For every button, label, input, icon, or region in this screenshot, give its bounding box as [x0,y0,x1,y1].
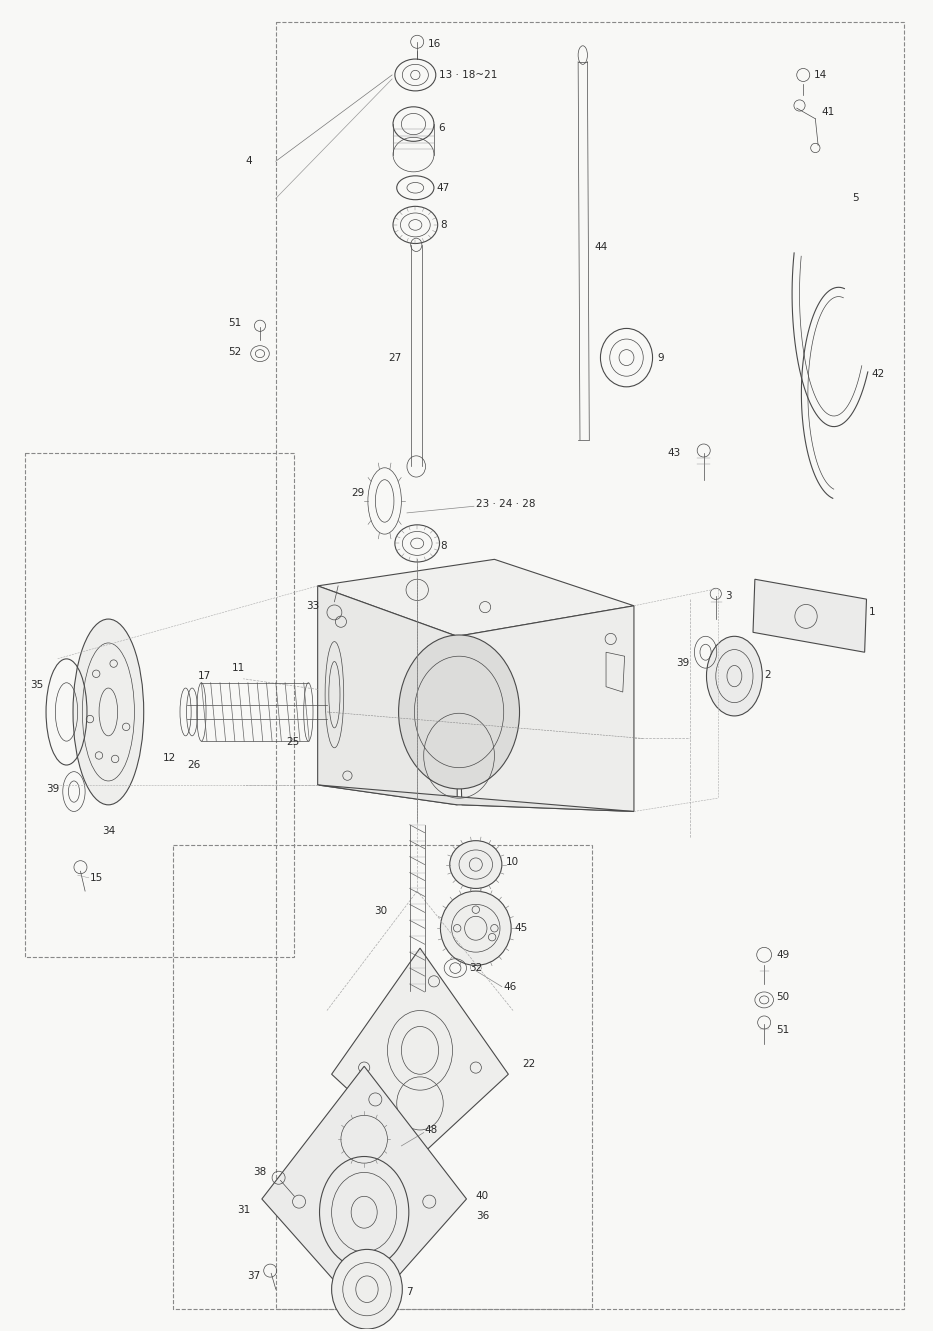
Text: 43: 43 [667,449,680,458]
Text: 5: 5 [853,193,859,204]
Polygon shape [331,948,508,1157]
Polygon shape [317,785,634,812]
Text: 39: 39 [46,784,59,793]
Text: 27: 27 [388,353,401,362]
Polygon shape [317,586,457,805]
Text: 42: 42 [871,369,884,378]
Text: 25: 25 [285,737,299,748]
Text: 12: 12 [163,753,176,764]
Text: 49: 49 [776,950,789,960]
Text: 11: 11 [232,663,245,673]
Text: 32: 32 [469,964,482,973]
Bar [24,453,295,957]
Text: 1: 1 [870,607,876,618]
Text: 9: 9 [657,353,663,362]
Text: 30: 30 [374,906,387,916]
Bar [276,21,904,1310]
Text: 45: 45 [515,924,528,933]
Text: 48: 48 [425,1125,438,1135]
Text: 52: 52 [229,347,242,357]
Ellipse shape [706,636,762,716]
Text: 29: 29 [351,488,364,498]
Text: 17: 17 [198,671,211,681]
Text: 46: 46 [504,982,517,992]
Ellipse shape [398,635,520,789]
Text: 6: 6 [439,122,445,133]
Polygon shape [457,606,634,812]
Text: 51: 51 [229,318,242,329]
Text: 10: 10 [506,857,519,866]
Text: 50: 50 [776,992,789,1002]
Text: 8: 8 [440,220,447,230]
Text: 13 · 18~21: 13 · 18~21 [439,71,497,80]
Text: 15: 15 [90,873,103,882]
Text: 23 · 24 · 28: 23 · 24 · 28 [476,499,536,508]
Ellipse shape [73,619,144,805]
Text: 41: 41 [822,106,835,117]
Text: 3: 3 [725,591,731,602]
Text: 31: 31 [237,1205,251,1215]
Ellipse shape [440,890,511,965]
Text: 7: 7 [406,1287,412,1296]
Text: 4: 4 [246,156,253,166]
Text: 39: 39 [676,658,689,668]
Bar [174,845,592,1310]
Polygon shape [317,559,634,636]
Text: 47: 47 [437,182,450,193]
Text: 2: 2 [764,669,771,680]
Text: 34: 34 [102,827,115,836]
Text: 26: 26 [188,760,201,771]
Text: 16: 16 [427,40,440,49]
Ellipse shape [450,841,502,888]
Text: 22: 22 [522,1058,536,1069]
Text: 51: 51 [776,1025,789,1036]
Text: 36: 36 [476,1211,489,1222]
Text: 37: 37 [246,1271,260,1280]
Text: 33: 33 [306,600,319,611]
Text: 8: 8 [440,542,447,551]
Text: 44: 44 [595,242,608,253]
Text: 40: 40 [476,1191,489,1202]
Text: 35: 35 [30,680,43,691]
Text: 14: 14 [814,71,827,80]
Text: 38: 38 [253,1167,267,1178]
Ellipse shape [331,1250,402,1330]
Polygon shape [753,579,867,652]
Polygon shape [262,1066,466,1315]
